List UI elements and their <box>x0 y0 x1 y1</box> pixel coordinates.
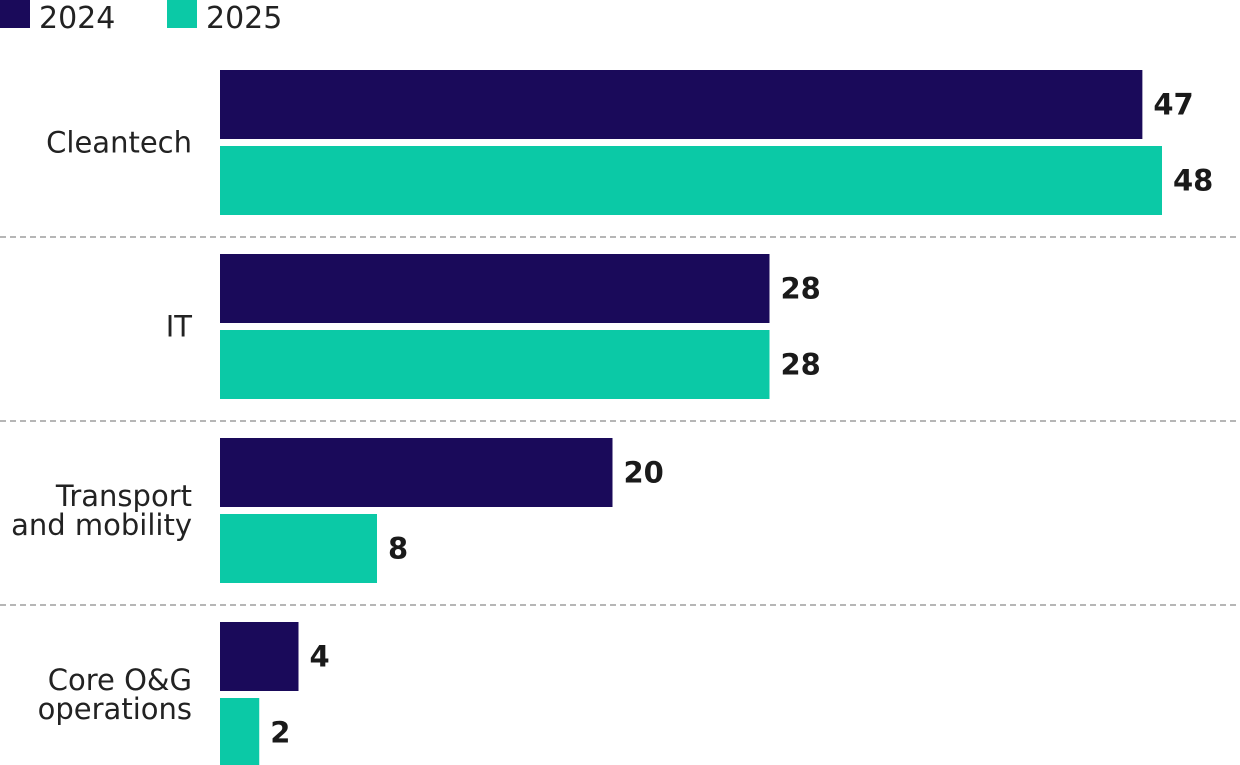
data-label: 8 <box>388 532 408 566</box>
legend: 2024 2025 <box>0 0 282 36</box>
category-label: Cleantech <box>46 126 192 160</box>
legend-label-2024: 2024 <box>39 1 115 36</box>
legend-swatch-2025 <box>167 0 197 28</box>
data-label: 48 <box>1173 164 1213 198</box>
bar-2025 <box>220 514 377 583</box>
category-group: Core O&G operations 4 2 <box>38 622 330 765</box>
data-label: 4 <box>310 640 330 674</box>
bar-2025 <box>220 330 770 399</box>
category-group: IT 28 28 <box>166 254 821 399</box>
group-separators <box>0 236 1240 606</box>
category-group: Cleantech 47 48 <box>46 70 1213 215</box>
legend-swatch-2024 <box>0 0 30 28</box>
legend-label-2025: 2025 <box>206 1 282 36</box>
category-label: Core O&G operations <box>38 663 192 726</box>
data-label: 20 <box>624 456 664 490</box>
data-label: 28 <box>781 348 821 382</box>
bar-2025 <box>220 146 1162 215</box>
bar-2024 <box>220 70 1143 139</box>
bar-2025 <box>220 698 260 765</box>
bar-2024 <box>220 438 613 507</box>
data-label: 28 <box>781 272 821 306</box>
data-label: 47 <box>1153 88 1193 122</box>
data-label: 2 <box>270 716 290 750</box>
category-label: Transport and mobility <box>11 479 192 542</box>
category-group: Transport and mobility 20 8 <box>11 438 664 583</box>
bar-2024 <box>220 254 770 323</box>
bar-2024 <box>220 622 299 691</box>
category-label: IT <box>166 310 193 344</box>
